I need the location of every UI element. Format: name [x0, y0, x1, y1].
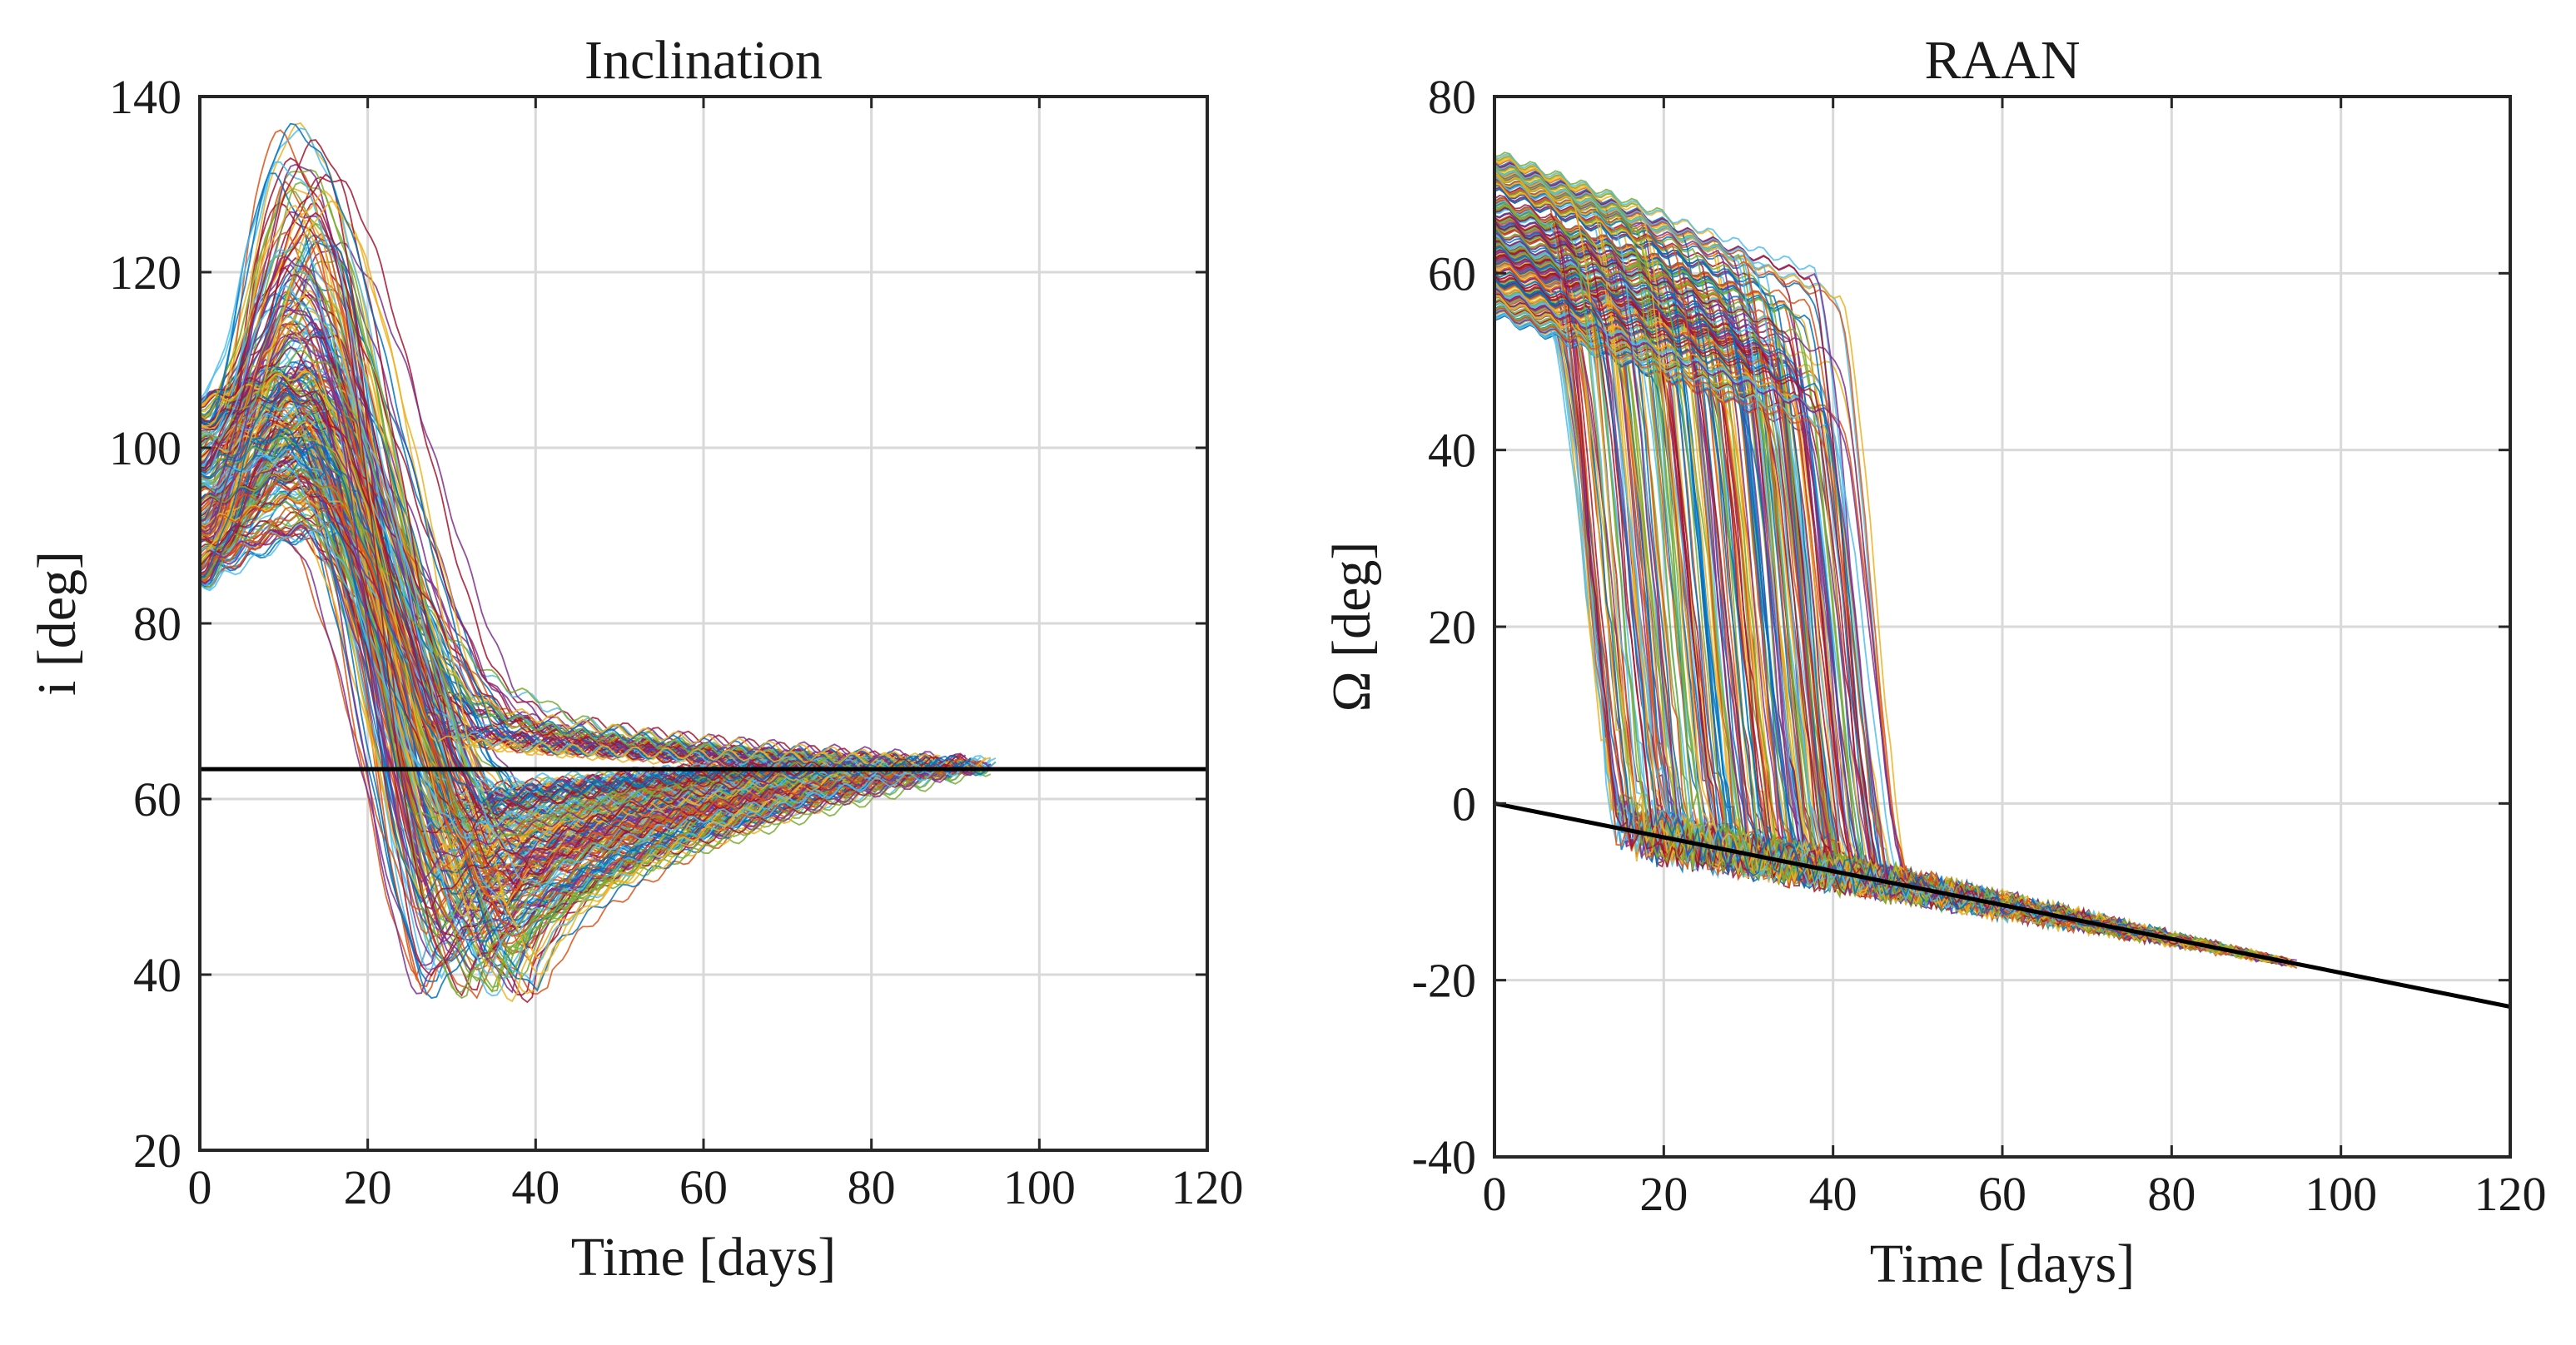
trajectory-line: [200, 205, 891, 766]
trajectory-line: [200, 514, 966, 994]
trajectory-line: [200, 524, 977, 973]
trajectory-line: [1494, 276, 2156, 937]
x-tick-label: 40: [1809, 1167, 1857, 1221]
x-tick-label: 0: [188, 1160, 212, 1214]
x-tick-label: 40: [511, 1160, 559, 1214]
trajectory-line: [200, 273, 891, 884]
x-tick-label: 20: [344, 1160, 392, 1214]
x-tick-label: 80: [848, 1160, 896, 1214]
y-tick-label: 60: [1428, 246, 1476, 300]
y-axis-label: i [deg]: [27, 551, 87, 696]
x-tick-label: 80: [2147, 1167, 2196, 1221]
x-axis-label: Time [days]: [1870, 1233, 2135, 1294]
trajectory-line: [200, 421, 866, 977]
trajectory-line: [200, 346, 972, 997]
y-tick-label: 120: [109, 246, 182, 300]
y-tick-label: 0: [1452, 777, 1476, 831]
y-tick-label: 60: [133, 772, 182, 826]
trajectory-line: [200, 387, 780, 885]
y-tick-label: 40: [133, 948, 182, 1002]
y-tick-label: 40: [1428, 424, 1476, 478]
y-tick-label: 80: [133, 597, 182, 651]
trajectory-line: [200, 211, 825, 910]
trajectory-line: [200, 247, 790, 926]
trajectory-line: [200, 331, 992, 853]
raan-panel: 0 20 40 60 80 100 120 -40 -20 0 20 40 60 80 RAAN Time […: [1321, 30, 2547, 1294]
trajectory-line: [1494, 201, 2166, 940]
trajectory-line: [1494, 179, 2216, 952]
y-tick-label: 20: [133, 1124, 182, 1178]
trajectory-line: [200, 436, 800, 767]
trajectory-line: [200, 370, 850, 1003]
y-axis-label: Ω [deg]: [1321, 542, 1382, 712]
trajectory-line: [200, 454, 946, 840]
reference-line: [1494, 801, 2510, 1009]
x-axis-label: Time [days]: [571, 1227, 836, 1288]
x-tick-label: 100: [2305, 1167, 2377, 1221]
x-tick-label: 100: [1003, 1160, 1076, 1214]
inclination-panel: 0 20 40 60 80 100 12020406080100120140Inclinat…: [27, 30, 1244, 1288]
trajectory-ensemble: [200, 122, 997, 1004]
y-tick-label: 80: [1428, 70, 1476, 124]
trajectory-line: [200, 490, 926, 892]
trajectory-line: [200, 270, 926, 819]
trajectory-line: [200, 200, 886, 975]
x-tick-label: 60: [1978, 1167, 2026, 1221]
y-tick-label: 140: [109, 70, 182, 124]
x-tick-label: 20: [1639, 1167, 1688, 1221]
y-tick-label: -40: [1412, 1130, 1476, 1184]
trajectory-line: [200, 458, 896, 877]
y-tick-label: 20: [1428, 600, 1476, 654]
x-tick-label: 120: [2474, 1167, 2547, 1221]
chart-title: Inclination: [584, 30, 823, 91]
trajectory-line: [200, 381, 972, 804]
y-tick-label: -20: [1412, 954, 1476, 1008]
trajectory-line: [1494, 166, 2080, 922]
trajectory-line: [200, 436, 830, 911]
x-tick-label: 120: [1171, 1160, 1244, 1214]
x-tick-label: 60: [679, 1160, 728, 1214]
trajectory-line: [1494, 183, 2064, 921]
trajectory-line: [200, 419, 876, 878]
trajectory-line: [200, 295, 952, 767]
trajectory-line: [200, 349, 835, 837]
chart-title: RAAN: [1924, 30, 2080, 91]
trajectory-line: [1494, 195, 2201, 950]
trajectory-line: [1494, 226, 2257, 959]
trajectory-line: [200, 529, 936, 975]
x-tick-label: 0: [1483, 1167, 1507, 1221]
y-tick-label: 100: [109, 421, 182, 475]
trajectory-line: [200, 191, 921, 765]
trajectory-line: [200, 285, 986, 889]
trajectory-line: [200, 255, 779, 806]
trajectory-line: [200, 503, 982, 937]
